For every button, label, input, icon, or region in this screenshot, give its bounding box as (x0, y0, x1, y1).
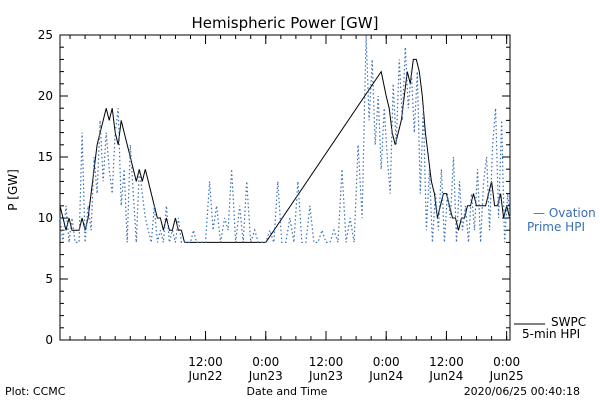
chart-title: Hemispheric Power [GW] (192, 14, 379, 32)
y-tick-label: 15 (38, 150, 53, 164)
x-axis: 12:00Jun220:00Jun2312:00Jun230:00Jun2412… (69, 35, 524, 383)
x-tick-date: Jun23 (308, 369, 343, 383)
swpc-hpi-line (59, 58, 511, 243)
y-tick-label: 25 (38, 28, 53, 42)
plot-credit: Plot: CCMC (5, 385, 66, 398)
y-tick-label: 20 (38, 89, 53, 103)
x-tick-date: Jun25 (489, 369, 524, 383)
ovation-prime-line (59, 34, 511, 243)
y-axis-label: P [GW] (6, 169, 20, 211)
x-tick-date: Jun24 (368, 369, 403, 383)
x-tick-time: 0:00 (493, 355, 520, 369)
series-group (59, 34, 511, 243)
x-axis-label: Date and Time (247, 385, 328, 398)
legend-swpc-line1: SWPC (551, 315, 586, 329)
x-tick-time: 12:00 (309, 355, 344, 369)
x-tick-time: 0:00 (252, 355, 279, 369)
legend-swpc-line2: 5-min HPI (522, 327, 580, 341)
x-tick-date: Jun23 (248, 369, 283, 383)
legend-ovation-line2: Prime HPI (527, 220, 585, 234)
x-tick-time: 12:00 (188, 355, 223, 369)
y-tick-label: 5 (45, 272, 53, 286)
x-tick-date: Jun24 (428, 369, 463, 383)
plot-timestamp: 2020/06/25 00:40:18 (464, 385, 580, 398)
y-axis: 0 5 10 15 20 25 (38, 28, 510, 347)
plot-frame (59, 34, 511, 341)
y-tick-label: 0 (45, 333, 53, 347)
x-tick-time: 0:00 (373, 355, 400, 369)
x-tick-date: Jun22 (188, 369, 223, 383)
y-tick-label: 10 (38, 211, 53, 225)
legend-ovation-line1: — Ovation (533, 206, 596, 220)
x-tick-time: 12:00 (429, 355, 464, 369)
